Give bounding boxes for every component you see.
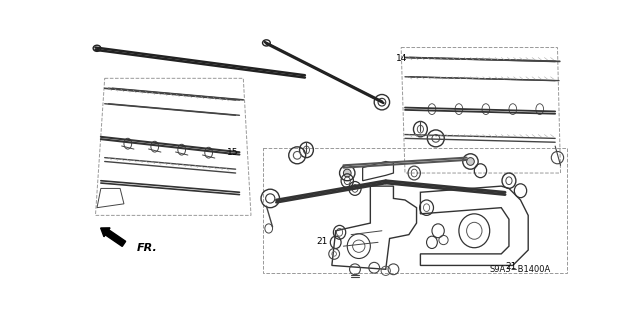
FancyArrow shape	[100, 228, 125, 246]
Text: S9A3−B1400A: S9A3−B1400A	[490, 265, 551, 274]
Ellipse shape	[344, 169, 351, 177]
Text: FR.: FR.	[137, 243, 158, 253]
Text: 14: 14	[396, 54, 408, 63]
Text: 15: 15	[227, 148, 238, 157]
Text: 21: 21	[316, 237, 328, 246]
Ellipse shape	[467, 158, 474, 165]
Text: 21: 21	[506, 262, 517, 271]
